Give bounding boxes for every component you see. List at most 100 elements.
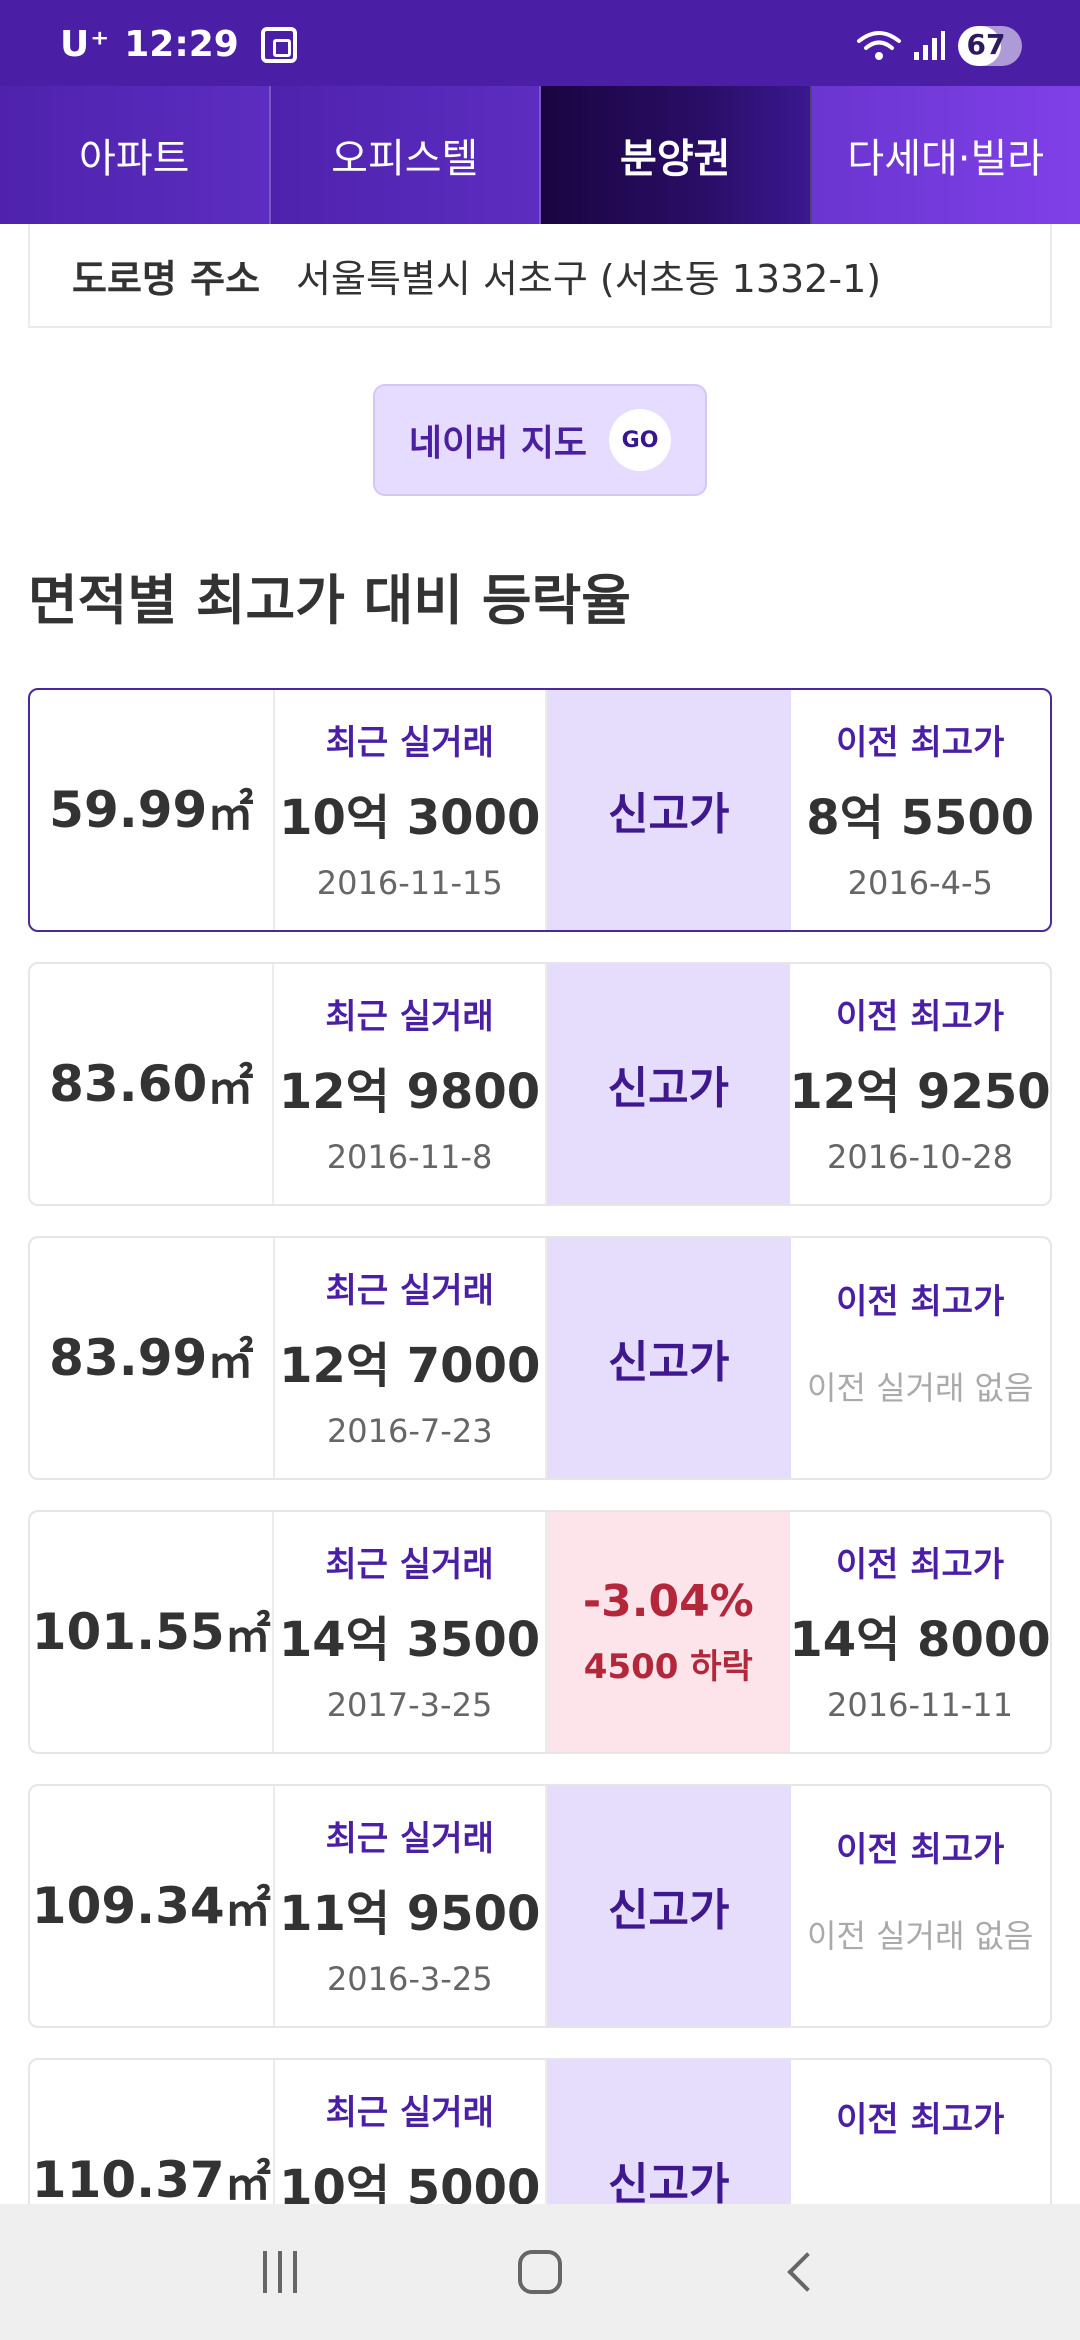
- area-card[interactable]: 101.55 ㎡ 최근 실거래 14억 3500 2017-3-25 -3.04%…: [28, 1510, 1052, 1754]
- area-value: 110.37: [31, 2151, 225, 2209]
- address-row: 도로명 주소 서울특별시 서초구 (서초동 1332-1): [28, 224, 1052, 328]
- area-value: 101.55: [31, 1603, 225, 1661]
- recent-trade-cell: 최근 실거래 12억 9800 2016-11-8: [274, 964, 547, 1204]
- area-card[interactable]: 83.99 ㎡ 최근 실거래 12억 7000 2016-7-23 신고가 이전 …: [28, 1236, 1052, 1480]
- prev-high-date: 2016-4-5: [847, 863, 993, 902]
- area-cell: 83.60 ㎡: [30, 964, 275, 1204]
- new-high-label: 신고가: [607, 1063, 730, 1114]
- no-prev-trade-text: 이전 실거래 없음: [807, 1916, 1034, 1955]
- area-cell: 101.55 ㎡: [30, 1512, 275, 1752]
- prev-high-price: 14억 8000: [789, 1611, 1051, 1668]
- area-card[interactable]: 59.99 ㎡ 최근 실거래 10억 3000 2016-11-15 신고가 이전…: [28, 688, 1052, 932]
- area-cell: 109.34 ㎡: [30, 1786, 275, 2026]
- area-cell: 83.99 ㎡: [30, 1238, 275, 1478]
- home-icon: [518, 2250, 562, 2294]
- status-bar: U⁺ 12:29 67: [0, 0, 1080, 86]
- recent-apps-icon: [263, 2251, 297, 2293]
- prev-high-label: 이전 최고가: [835, 996, 1005, 1037]
- area-cell: 59.99 ㎡: [30, 690, 275, 930]
- drop-status-cell: -3.04% 4500 하락: [546, 1512, 790, 1752]
- recent-trade-price: 11억 9500: [279, 1885, 541, 1942]
- recent-trade-label: 최근 실거래: [325, 2092, 494, 2133]
- system-navigation-bar: [0, 2204, 1080, 2340]
- recent-trade-price: 12억 7000: [279, 1337, 541, 1394]
- go-badge: GO: [609, 409, 672, 471]
- address-value: 서울특별시 서초구 (서초동 1332-1): [296, 256, 882, 301]
- battery-level: 67: [966, 28, 1006, 61]
- property-type-tabs: 아파트 오피스텔 분양권 다세대·빌라: [0, 86, 1080, 224]
- area-unit: ㎡: [207, 1060, 254, 1114]
- area-unit: ㎡: [224, 1882, 271, 1936]
- prev-high-price: 12억 9250: [789, 1063, 1051, 1120]
- battery-fill: [958, 26, 1001, 66]
- recent-trade-date: 2016-11-15: [316, 863, 503, 902]
- battery-icon: 67: [958, 26, 1022, 66]
- prev-high-label: 이전 최고가: [836, 1281, 1005, 1322]
- recent-trade-cell: 최근 실거래 11억 9500 2016-3-25: [275, 1786, 547, 2026]
- recent-trade-cell: 최근 실거래 12억 7000 2016-7-23: [275, 1238, 547, 1478]
- recent-trade-price: 10억 3000: [279, 789, 541, 846]
- status-cell: 신고가: [546, 1786, 791, 2026]
- tab-officetel[interactable]: 오피스텔: [270, 86, 541, 224]
- new-high-label: 신고가: [608, 1337, 730, 1388]
- recent-trade-date: 2016-7-23: [326, 1411, 493, 1450]
- recent-trade-label: 최근 실거래: [325, 1270, 494, 1311]
- area-value: 83.60: [49, 1055, 208, 1113]
- area-value: 59.99: [49, 781, 208, 839]
- wifi-icon: [857, 31, 901, 60]
- prev-high-cell: 이전 최고가 8억 5500 2016-4-5: [791, 690, 1050, 930]
- prev-high-cell: 이전 최고가: [791, 2060, 1050, 2300]
- area-unit: ㎡: [207, 786, 254, 840]
- new-high-label: 신고가: [608, 2159, 730, 2210]
- drop-percent: -3.04%: [582, 1576, 754, 1627]
- clock: 12:29: [124, 24, 239, 65]
- status-cell: 신고가: [546, 1238, 791, 1478]
- prev-high-cell: 이전 최고가 12억 9250 2016-10-28: [789, 964, 1051, 1204]
- tab-apartment[interactable]: 아파트: [0, 86, 271, 224]
- recent-trade-date: 2017-3-25: [326, 1685, 493, 1724]
- naver-map-button[interactable]: 네이버 지도 GO: [373, 384, 707, 496]
- area-cell: 110.37 ㎡: [30, 2060, 275, 2300]
- area-price-list: 59.99 ㎡ 최근 실거래 10억 3000 2016-11-15 신고가 이전…: [28, 688, 1052, 2332]
- area-unit: ㎡: [224, 2156, 271, 2210]
- prev-high-label: 이전 최고가: [835, 1544, 1005, 1585]
- area-unit: ㎡: [224, 1608, 271, 1662]
- prev-high-label: 이전 최고가: [836, 2099, 1005, 2140]
- status-left: U⁺ 12:29: [60, 24, 297, 65]
- area-card[interactable]: 83.60 ㎡ 최근 실거래 12억 9800 2016-11-8 신고가 이전 …: [28, 962, 1052, 1206]
- recent-trade-label: 최근 실거래: [325, 1544, 494, 1585]
- recent-trade-price: 12억 9800: [278, 1063, 541, 1120]
- recent-trade-label: 최근 실거래: [325, 1818, 494, 1859]
- status-right: 67: [856, 26, 1022, 66]
- new-high-label: 신고가: [608, 1885, 730, 1936]
- status-cell: 신고가: [546, 690, 791, 930]
- recent-trade-label: 최근 실거래: [325, 996, 494, 1037]
- home-button[interactable]: [490, 2222, 590, 2322]
- tab-presale-right[interactable]: 분양권: [541, 86, 812, 224]
- recent-trade-cell: 최근 실거래 10억 3000 2016-11-15: [275, 690, 547, 930]
- prev-high-cell: 이전 최고가 14억 8000 2016-11-11: [789, 1512, 1051, 1752]
- naver-map-label: 네이버 지도: [408, 423, 588, 464]
- new-high-label: 신고가: [608, 789, 730, 840]
- screenshot-icon: [260, 26, 297, 63]
- tab-multi-family-villa[interactable]: 다세대·빌라: [811, 86, 1080, 224]
- recent-trade-cell: 최근 실거래 14억 3500 2017-3-25: [274, 1512, 547, 1752]
- area-value: 83.99: [49, 1329, 208, 1387]
- area-value: 109.34: [31, 1877, 225, 1935]
- recent-trade-label: 최근 실거래: [325, 722, 494, 763]
- area-unit: ㎡: [207, 1334, 254, 1388]
- carrier-label: U⁺: [60, 24, 111, 65]
- recent-apps-button[interactable]: [230, 2222, 330, 2322]
- drop-amount: 4500 하락: [583, 1647, 753, 1687]
- recent-trade-date: 2016-3-25: [326, 1959, 493, 1998]
- back-icon: [787, 2252, 827, 2292]
- prev-high-date: 2016-10-28: [827, 1137, 1013, 1176]
- prev-high-label: 이전 최고가: [836, 722, 1005, 763]
- recent-trade-price: 14억 3500: [278, 1611, 541, 1668]
- prev-high-cell: 이전 최고가 이전 실거래 없음: [791, 1238, 1050, 1478]
- prev-high-price: [912, 2155, 929, 2211]
- back-button[interactable]: [750, 2222, 850, 2322]
- area-card[interactable]: 109.34 ㎡ 최근 실거래 11억 9500 2016-3-25 신고가 이전…: [28, 1784, 1052, 2028]
- prev-high-price: 8억 5500: [806, 789, 1035, 846]
- prev-high-date: 2016-11-11: [827, 1685, 1013, 1724]
